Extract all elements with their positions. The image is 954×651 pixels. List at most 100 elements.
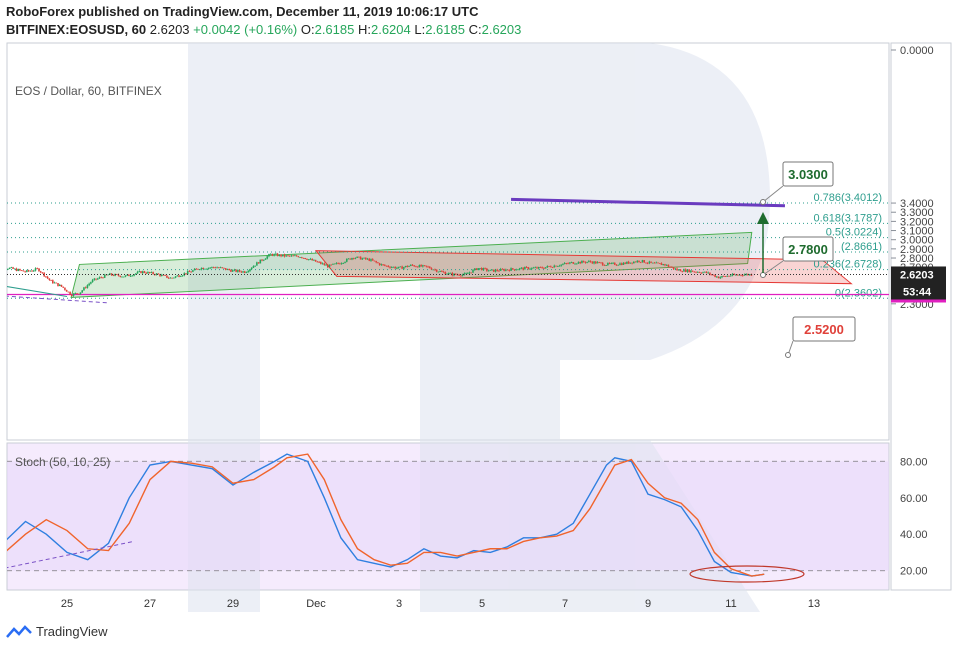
candle-body xyxy=(273,254,275,256)
candle-body xyxy=(646,263,649,264)
fib-label: 0.786(3.4012) xyxy=(814,192,883,204)
candle-body xyxy=(231,270,234,272)
candle-body xyxy=(747,273,749,276)
candle-body xyxy=(468,272,471,274)
candle-body xyxy=(631,262,633,264)
candle-body xyxy=(145,272,147,274)
candle-body xyxy=(358,256,360,258)
candle-body xyxy=(717,276,720,279)
callout-leader xyxy=(762,185,784,203)
candle-body xyxy=(321,263,324,265)
candle-body xyxy=(24,271,26,273)
candle-body xyxy=(79,292,82,295)
candle-body xyxy=(677,269,680,271)
candle-body xyxy=(335,262,338,264)
stoch-band xyxy=(7,461,889,571)
candle-body xyxy=(513,269,516,271)
stoch-tick-label: 40.00 xyxy=(900,529,928,541)
candle-body xyxy=(389,266,391,268)
candle-body xyxy=(339,263,341,265)
candle-body xyxy=(536,267,538,269)
candle-body xyxy=(256,262,258,266)
symbol-label[interactable]: BITFINEX:EOSUSD, 60 xyxy=(6,22,147,37)
candle-body xyxy=(69,291,71,295)
candle-body xyxy=(551,267,554,268)
footer-brand[interactable]: TradingView xyxy=(36,624,108,639)
candle-body xyxy=(624,262,626,264)
candle-body xyxy=(569,262,571,264)
candle-body xyxy=(435,269,438,272)
candle-body xyxy=(216,267,218,269)
candle-body xyxy=(639,261,642,263)
candle-body xyxy=(728,275,730,277)
candle-body xyxy=(681,271,684,273)
candle-body xyxy=(548,265,550,267)
candle-body xyxy=(363,257,365,259)
candle-body xyxy=(387,265,390,267)
candle-body xyxy=(86,285,89,288)
candle-body xyxy=(375,261,377,263)
high-label: H: xyxy=(357,22,371,37)
candle-body xyxy=(712,274,715,276)
candle-body xyxy=(721,275,723,278)
candle-body xyxy=(745,273,748,275)
candle-body xyxy=(55,282,58,284)
publish-info: RoboForex published on TradingView.com, … xyxy=(6,4,478,19)
candle-body xyxy=(722,275,725,277)
candle-body xyxy=(316,261,319,263)
high-value: 2.6204 xyxy=(370,22,411,37)
candle-body xyxy=(700,272,703,274)
candle-body xyxy=(45,276,47,278)
candle-body xyxy=(254,265,256,267)
candle-body xyxy=(269,253,272,255)
candle-body xyxy=(430,268,433,270)
candle-body xyxy=(252,266,255,268)
candle-body xyxy=(653,262,656,264)
candle-body xyxy=(228,269,230,271)
candle-body xyxy=(619,263,621,265)
candle-body xyxy=(418,264,421,268)
fib-label: 0.236(2.6728) xyxy=(814,259,883,271)
candle-body xyxy=(467,273,469,275)
candle-body xyxy=(4,268,6,269)
candle-body xyxy=(90,282,92,284)
candle-body xyxy=(384,264,386,266)
candle-body xyxy=(318,261,320,263)
target-label: 2.5200 xyxy=(804,322,844,337)
candle-body xyxy=(72,293,75,296)
candle-body xyxy=(487,270,490,272)
candle-body xyxy=(57,283,59,286)
candle-body xyxy=(351,257,353,260)
x-tick-label: 9 xyxy=(645,598,651,610)
candle-body xyxy=(489,269,492,271)
target-arrow-head xyxy=(757,212,769,224)
candle-body xyxy=(261,259,263,261)
candle-body xyxy=(174,276,177,278)
candle-body xyxy=(81,290,84,293)
candle-body xyxy=(230,270,232,272)
candle-body xyxy=(280,254,282,257)
stoch-tick-label: 20.00 xyxy=(900,566,928,578)
stoch-title: Stoch (50, 10, 25) xyxy=(15,455,110,469)
candle-body xyxy=(662,264,665,265)
y-tick-label: 0.0000 xyxy=(900,45,934,57)
candle-body xyxy=(565,263,568,264)
target-label: 3.0300 xyxy=(788,167,828,182)
candle-body xyxy=(259,259,262,264)
candle-body xyxy=(48,278,51,281)
candle-body xyxy=(235,269,237,272)
candle-body xyxy=(588,260,590,262)
callout-anchor xyxy=(760,272,766,278)
candle-body xyxy=(579,261,582,264)
low-value: 2.6185 xyxy=(425,22,465,37)
candle-body xyxy=(607,263,609,266)
candle-body xyxy=(486,268,488,271)
candle-body xyxy=(562,264,564,265)
countdown-label: 53:44 xyxy=(903,286,932,298)
candle-body xyxy=(492,269,495,272)
candle-body xyxy=(345,258,348,262)
candle-body xyxy=(159,274,161,277)
candle-body xyxy=(88,283,90,286)
candle-body xyxy=(531,267,533,269)
